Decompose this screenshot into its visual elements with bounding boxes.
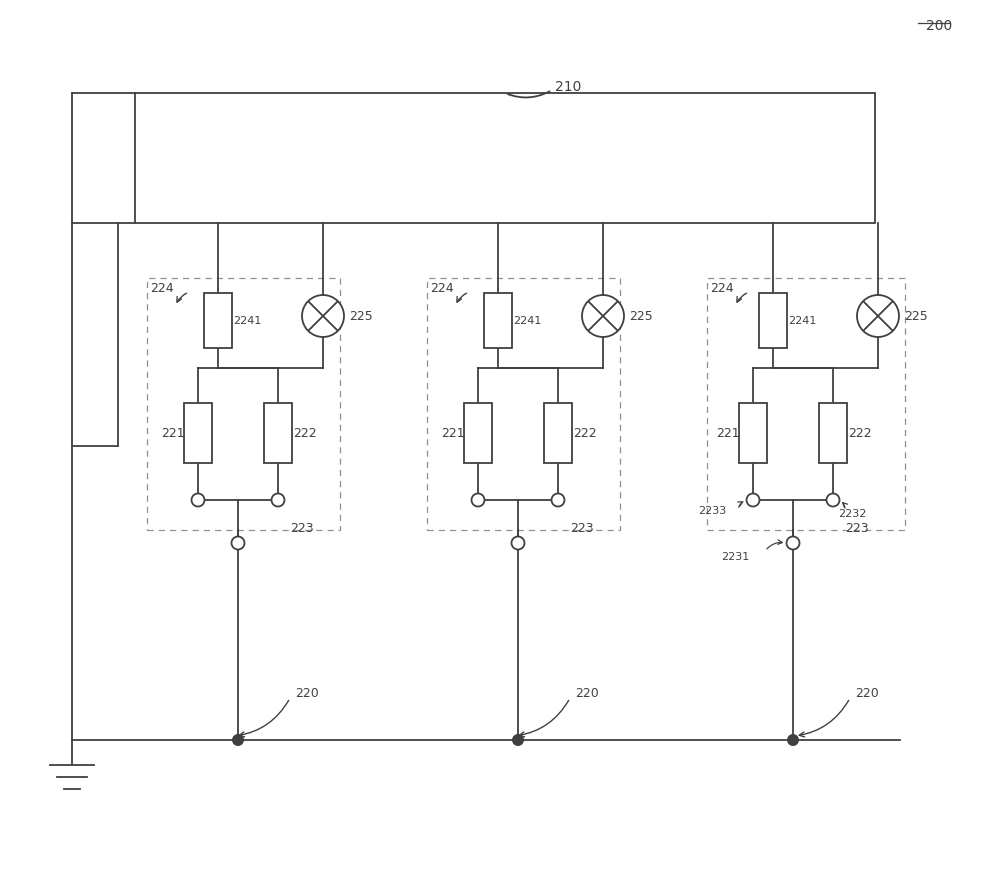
Text: 221: 221 bbox=[161, 427, 185, 440]
Text: 224: 224 bbox=[430, 282, 454, 295]
Text: 222: 222 bbox=[848, 427, 872, 440]
Circle shape bbox=[826, 494, 840, 507]
Text: 224: 224 bbox=[710, 282, 734, 295]
Bar bbox=[184, 404, 212, 464]
Text: 223: 223 bbox=[290, 522, 314, 535]
Bar bbox=[819, 404, 847, 464]
Text: 222: 222 bbox=[293, 427, 317, 440]
Bar bbox=[135, 94, 875, 224]
Bar bbox=[147, 278, 340, 530]
Text: 2241: 2241 bbox=[233, 315, 261, 326]
Text: 210: 210 bbox=[555, 80, 581, 94]
Circle shape bbox=[787, 734, 799, 746]
Bar bbox=[484, 293, 512, 348]
Text: 221: 221 bbox=[441, 427, 465, 440]
Circle shape bbox=[512, 536, 524, 550]
Circle shape bbox=[472, 494, 484, 507]
Circle shape bbox=[857, 296, 899, 338]
Text: 2241: 2241 bbox=[788, 315, 816, 326]
Bar bbox=[707, 278, 905, 530]
Circle shape bbox=[786, 536, 800, 550]
Bar bbox=[427, 278, 620, 530]
Circle shape bbox=[192, 494, 205, 507]
Text: 223: 223 bbox=[845, 522, 869, 535]
Circle shape bbox=[232, 536, 245, 550]
Text: 220: 220 bbox=[295, 687, 319, 699]
Text: 225: 225 bbox=[904, 310, 928, 323]
Text: 200: 200 bbox=[926, 19, 952, 33]
Circle shape bbox=[746, 494, 760, 507]
Circle shape bbox=[552, 494, 564, 507]
Bar bbox=[759, 293, 787, 348]
Text: 2231: 2231 bbox=[721, 551, 749, 561]
Bar bbox=[464, 404, 492, 464]
Text: 224: 224 bbox=[150, 282, 174, 295]
Text: 221: 221 bbox=[716, 427, 740, 440]
Text: 2241: 2241 bbox=[513, 315, 541, 326]
Text: 2233: 2233 bbox=[698, 506, 726, 515]
Text: 220: 220 bbox=[855, 687, 879, 699]
Circle shape bbox=[512, 734, 524, 746]
Bar bbox=[204, 293, 232, 348]
Circle shape bbox=[232, 734, 244, 746]
Circle shape bbox=[302, 296, 344, 338]
Text: 223: 223 bbox=[570, 522, 594, 535]
Text: 222: 222 bbox=[573, 427, 597, 440]
Bar bbox=[739, 404, 767, 464]
Text: 220: 220 bbox=[575, 687, 599, 699]
Bar bbox=[264, 404, 292, 464]
Text: 225: 225 bbox=[629, 310, 653, 323]
Text: 225: 225 bbox=[349, 310, 373, 323]
Text: 2232: 2232 bbox=[838, 508, 866, 518]
Circle shape bbox=[272, 494, 285, 507]
Circle shape bbox=[582, 296, 624, 338]
Bar bbox=[544, 404, 572, 464]
